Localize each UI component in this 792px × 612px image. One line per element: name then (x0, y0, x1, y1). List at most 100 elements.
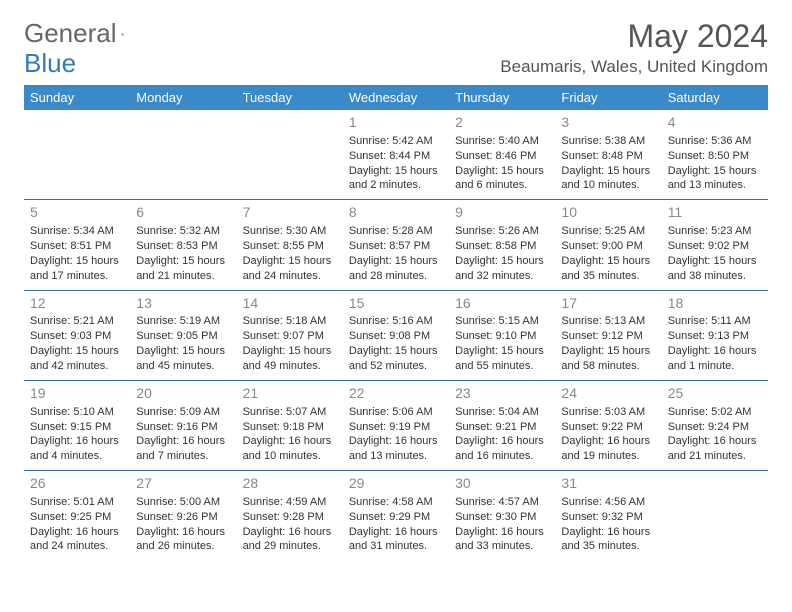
calendar-cell: 18Sunrise: 5:11 AMSunset: 9:13 PMDayligh… (662, 290, 768, 380)
month-title: May 2024 (500, 18, 768, 55)
day-number: 4 (668, 113, 762, 132)
calendar-cell: 22Sunrise: 5:06 AMSunset: 9:19 PMDayligh… (343, 380, 449, 470)
calendar-cell (130, 110, 236, 200)
daylight-line: Daylight: 15 hours and 10 minutes. (561, 164, 655, 194)
day-number: 15 (349, 294, 443, 313)
sunrise-line: Sunrise: 5:40 AM (455, 134, 549, 149)
daylight-line: Daylight: 16 hours and 26 minutes. (136, 525, 230, 555)
day-number: 13 (136, 294, 230, 313)
sunset-line: Sunset: 9:32 PM (561, 510, 655, 525)
sunrise-line: Sunrise: 4:56 AM (561, 495, 655, 510)
daylight-line: Daylight: 16 hours and 13 minutes. (349, 434, 443, 464)
calendar-cell: 4Sunrise: 5:36 AMSunset: 8:50 PMDaylight… (662, 110, 768, 200)
sunrise-line: Sunrise: 5:06 AM (349, 405, 443, 420)
weekday-header: Saturday (662, 85, 768, 110)
calendar-table: SundayMondayTuesdayWednesdayThursdayFrid… (24, 85, 768, 560)
daylight-line: Daylight: 16 hours and 29 minutes. (243, 525, 337, 555)
location: Beaumaris, Wales, United Kingdom (500, 57, 768, 77)
daylight-line: Daylight: 16 hours and 19 minutes. (561, 434, 655, 464)
sunset-line: Sunset: 8:53 PM (136, 239, 230, 254)
daylight-line: Daylight: 15 hours and 58 minutes. (561, 344, 655, 374)
daylight-line: Daylight: 15 hours and 38 minutes. (668, 254, 762, 284)
day-number: 25 (668, 384, 762, 403)
sunset-line: Sunset: 9:22 PM (561, 420, 655, 435)
day-number: 18 (668, 294, 762, 313)
sunset-line: Sunset: 9:10 PM (455, 329, 549, 344)
sunset-line: Sunset: 8:46 PM (455, 149, 549, 164)
day-number: 11 (668, 203, 762, 222)
day-number: 12 (30, 294, 124, 313)
sunset-line: Sunset: 9:05 PM (136, 329, 230, 344)
sunset-line: Sunset: 9:00 PM (561, 239, 655, 254)
sunrise-line: Sunrise: 5:25 AM (561, 224, 655, 239)
daylight-line: Daylight: 15 hours and 24 minutes. (243, 254, 337, 284)
day-number: 21 (243, 384, 337, 403)
calendar-week: 1Sunrise: 5:42 AMSunset: 8:44 PMDaylight… (24, 110, 768, 200)
sunrise-line: Sunrise: 5:15 AM (455, 314, 549, 329)
sunrise-line: Sunrise: 5:36 AM (668, 134, 762, 149)
daylight-line: Daylight: 16 hours and 10 minutes. (243, 434, 337, 464)
day-number: 26 (30, 474, 124, 493)
daylight-line: Daylight: 15 hours and 32 minutes. (455, 254, 549, 284)
day-number: 2 (455, 113, 549, 132)
logo-text-general: General (24, 18, 117, 49)
daylight-line: Daylight: 15 hours and 45 minutes. (136, 344, 230, 374)
day-number: 27 (136, 474, 230, 493)
sunrise-line: Sunrise: 4:59 AM (243, 495, 337, 510)
calendar-week: 26Sunrise: 5:01 AMSunset: 9:25 PMDayligh… (24, 471, 768, 561)
calendar-cell: 29Sunrise: 4:58 AMSunset: 9:29 PMDayligh… (343, 471, 449, 561)
calendar-cell: 15Sunrise: 5:16 AMSunset: 9:08 PMDayligh… (343, 290, 449, 380)
calendar-cell: 16Sunrise: 5:15 AMSunset: 9:10 PMDayligh… (449, 290, 555, 380)
sunset-line: Sunset: 9:26 PM (136, 510, 230, 525)
day-number: 22 (349, 384, 443, 403)
day-number: 6 (136, 203, 230, 222)
daylight-line: Daylight: 16 hours and 24 minutes. (30, 525, 124, 555)
day-number: 1 (349, 113, 443, 132)
calendar-cell: 20Sunrise: 5:09 AMSunset: 9:16 PMDayligh… (130, 380, 236, 470)
sunset-line: Sunset: 9:16 PM (136, 420, 230, 435)
sunrise-line: Sunrise: 5:04 AM (455, 405, 549, 420)
sunset-line: Sunset: 9:13 PM (668, 329, 762, 344)
daylight-line: Daylight: 16 hours and 33 minutes. (455, 525, 549, 555)
daylight-line: Daylight: 16 hours and 35 minutes. (561, 525, 655, 555)
sunrise-line: Sunrise: 5:42 AM (349, 134, 443, 149)
day-number: 28 (243, 474, 337, 493)
weekday-header: Thursday (449, 85, 555, 110)
sunrise-line: Sunrise: 5:02 AM (668, 405, 762, 420)
weekday-header: Sunday (24, 85, 130, 110)
calendar-cell (24, 110, 130, 200)
sunrise-line: Sunrise: 5:32 AM (136, 224, 230, 239)
sunset-line: Sunset: 9:25 PM (30, 510, 124, 525)
sunrise-line: Sunrise: 5:07 AM (243, 405, 337, 420)
sunset-line: Sunset: 8:50 PM (668, 149, 762, 164)
calendar-cell (662, 471, 768, 561)
calendar-cell: 6Sunrise: 5:32 AMSunset: 8:53 PMDaylight… (130, 200, 236, 290)
sunset-line: Sunset: 9:12 PM (561, 329, 655, 344)
weekday-header: Monday (130, 85, 236, 110)
sunrise-line: Sunrise: 5:16 AM (349, 314, 443, 329)
calendar-cell: 27Sunrise: 5:00 AMSunset: 9:26 PMDayligh… (130, 471, 236, 561)
daylight-line: Daylight: 15 hours and 28 minutes. (349, 254, 443, 284)
calendar-cell: 1Sunrise: 5:42 AMSunset: 8:44 PMDaylight… (343, 110, 449, 200)
calendar-cell: 17Sunrise: 5:13 AMSunset: 9:12 PMDayligh… (555, 290, 661, 380)
calendar-week: 19Sunrise: 5:10 AMSunset: 9:15 PMDayligh… (24, 380, 768, 470)
daylight-line: Daylight: 16 hours and 4 minutes. (30, 434, 124, 464)
sunset-line: Sunset: 9:08 PM (349, 329, 443, 344)
sunset-line: Sunset: 9:03 PM (30, 329, 124, 344)
calendar-cell: 5Sunrise: 5:34 AMSunset: 8:51 PMDaylight… (24, 200, 130, 290)
title-block: May 2024 Beaumaris, Wales, United Kingdo… (500, 18, 768, 77)
day-number: 30 (455, 474, 549, 493)
calendar-cell: 14Sunrise: 5:18 AMSunset: 9:07 PMDayligh… (237, 290, 343, 380)
sunset-line: Sunset: 9:15 PM (30, 420, 124, 435)
sunset-line: Sunset: 8:55 PM (243, 239, 337, 254)
logo-text-blue: Blue (24, 48, 76, 79)
day-number: 31 (561, 474, 655, 493)
day-number: 8 (349, 203, 443, 222)
sunrise-line: Sunrise: 5:28 AM (349, 224, 443, 239)
sunrise-line: Sunrise: 5:11 AM (668, 314, 762, 329)
sunset-line: Sunset: 8:48 PM (561, 149, 655, 164)
daylight-line: Daylight: 16 hours and 31 minutes. (349, 525, 443, 555)
calendar-week: 12Sunrise: 5:21 AMSunset: 9:03 PMDayligh… (24, 290, 768, 380)
calendar-cell: 9Sunrise: 5:26 AMSunset: 8:58 PMDaylight… (449, 200, 555, 290)
sunset-line: Sunset: 8:51 PM (30, 239, 124, 254)
